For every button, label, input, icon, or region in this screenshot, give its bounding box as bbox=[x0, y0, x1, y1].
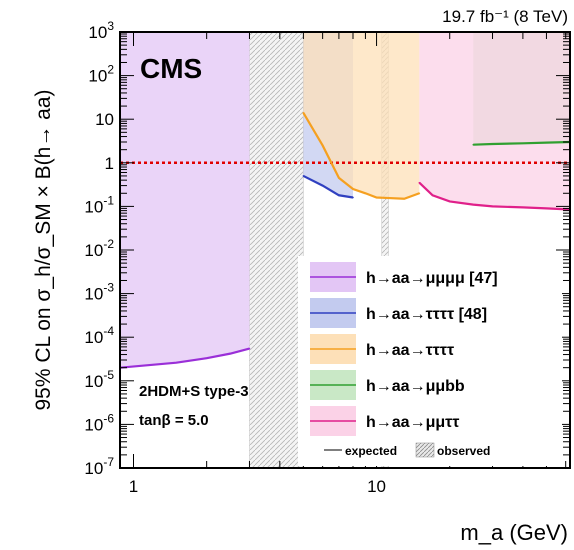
legend-observed-swatch bbox=[415, 442, 435, 458]
y-axis-label: 95% CL on σ_h/σ_SM × B(h→ aa) bbox=[32, 89, 55, 410]
cms-label: CMS bbox=[140, 53, 202, 84]
lumi-label: 19.7 fb⁻¹ (8 TeV) bbox=[442, 7, 568, 26]
y-tick-label: 10-4 bbox=[84, 324, 114, 347]
series-band bbox=[120, 32, 250, 368]
data-point bbox=[321, 144, 324, 147]
data-point bbox=[205, 357, 208, 359]
legend-label: h→aa→μμττ bbox=[366, 414, 459, 431]
data-point bbox=[229, 352, 232, 355]
data-point bbox=[418, 181, 421, 184]
series-line bbox=[302, 112, 420, 200]
y-tick-label: 10-3 bbox=[84, 281, 114, 304]
data-point bbox=[418, 192, 421, 195]
series-line bbox=[418, 181, 571, 211]
series-band bbox=[303, 32, 420, 199]
axis-ticks: 1 10 10-7 10-6 10-5 10-4 10-3 10-2 10-1 1 10 102 103 bbox=[84, 19, 570, 496]
series-band bbox=[419, 32, 570, 210]
y-tick-label: 10 bbox=[95, 110, 114, 129]
data-point bbox=[375, 196, 378, 199]
data-point bbox=[491, 143, 494, 145]
data-point bbox=[545, 207, 548, 210]
model-label: 2HDM+S type-3 bbox=[139, 383, 249, 400]
y-tick-label: 10-2 bbox=[84, 237, 114, 260]
legend-label: h→aa→ττττ [48] bbox=[366, 306, 487, 323]
data-point bbox=[448, 200, 451, 203]
data-point bbox=[352, 196, 354, 199]
data-point bbox=[302, 175, 305, 177]
exclusion-bands bbox=[120, 31, 570, 469]
y-tick-label: 10-6 bbox=[84, 411, 114, 434]
x-axis-label: m_a (GeV) bbox=[460, 520, 568, 545]
y-tick-label: 1 bbox=[105, 154, 114, 173]
data-point bbox=[352, 188, 354, 190]
series-lines bbox=[119, 112, 571, 369]
data-point bbox=[545, 141, 548, 144]
x-tick-label: 10 bbox=[367, 477, 386, 496]
data-point bbox=[321, 184, 324, 187]
y-tick-label: 10-7 bbox=[84, 455, 114, 478]
data-point bbox=[302, 112, 305, 114]
data-point bbox=[175, 361, 178, 364]
excluded-region bbox=[249, 31, 304, 469]
legend-label: h→aa→ττττ bbox=[366, 342, 454, 359]
x-tick-label: 1 bbox=[129, 477, 138, 496]
y-tick-label: 103 bbox=[88, 19, 114, 42]
y-tick-label: 102 bbox=[88, 63, 114, 86]
data-point bbox=[403, 197, 406, 200]
data-point bbox=[472, 203, 475, 206]
data-point bbox=[491, 205, 494, 208]
legend-label: h→aa→μμbb bbox=[366, 378, 465, 395]
series-line bbox=[302, 174, 354, 199]
legend: h→aa→μμμμ [47] h→aa→ττττ [48] h→aa→ττττ h→a… bbox=[298, 256, 562, 466]
data-point bbox=[338, 194, 340, 197]
data-point bbox=[364, 192, 367, 195]
legend-observed-label: observed bbox=[437, 444, 490, 458]
data-point bbox=[248, 347, 251, 350]
data-point bbox=[522, 142, 524, 145]
data-point bbox=[338, 177, 340, 179]
data-point bbox=[431, 194, 434, 197]
tanbeta-label: tanβ = 5.0 bbox=[139, 412, 209, 429]
legend-label: h→aa→μμμμ [47] bbox=[366, 270, 498, 287]
data-point bbox=[472, 143, 475, 146]
y-tick-label: 10-5 bbox=[84, 368, 114, 391]
legend-expected-label: expected bbox=[345, 444, 397, 458]
data-point bbox=[522, 206, 524, 209]
y-tick-label: 10-1 bbox=[84, 193, 114, 216]
